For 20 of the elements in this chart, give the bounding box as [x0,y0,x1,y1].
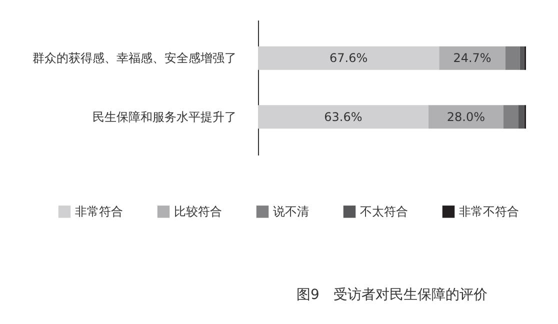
bar [258,46,440,70]
data-label: 28.0% [446,110,486,124]
bar [518,105,524,129]
bar [258,105,428,129]
bar [505,46,520,70]
data-label: 63.6% [324,110,362,124]
legend-label: 说不清 [273,204,309,219]
bar [428,105,504,129]
legend-label: 不太符合 [360,204,408,219]
bar [520,46,524,70]
bar [439,46,506,70]
y-tick-label: 群众的获得感、幸福感、安全感增强了 [32,51,236,66]
bar [503,105,518,129]
y-tick-label: 民生保障和服务水平提升了 [92,110,236,124]
data-label: 67.6% [330,51,368,66]
legend-label: 非常符合 [75,204,123,219]
legend-label: 非常不符合 [459,204,519,219]
data-label: 24.7% [453,51,492,66]
legend-label: 比较符合 [174,204,222,219]
text: 图9 受访者对民生保障的评价 [296,287,488,303]
